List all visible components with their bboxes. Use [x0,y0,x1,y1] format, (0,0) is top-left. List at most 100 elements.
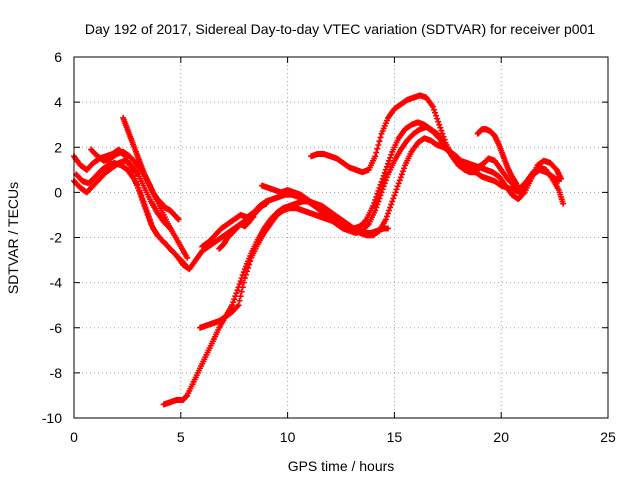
data-point [384,225,391,232]
data-point [139,195,146,202]
data-point [374,190,381,197]
data-point [373,149,380,156]
y-tick-label: -2 [50,230,63,246]
data-point [397,174,404,181]
data-point [379,175,386,182]
series-s10 [258,182,391,236]
x-tick-label: 0 [70,429,78,445]
data-point [238,288,245,295]
data-point [383,213,390,220]
data-point [236,297,243,304]
data-point [246,261,253,268]
data-point [137,189,144,196]
data-point [441,136,448,143]
data-point [233,290,240,297]
data-point [386,207,393,214]
data-point [431,109,438,116]
data-point [374,201,381,208]
data-point [245,264,252,271]
data-point [383,174,390,181]
data-point [520,190,527,197]
series-s3 [71,157,174,232]
data-point [244,268,251,275]
data-point [240,279,247,286]
data-point [386,157,393,164]
data-point [376,184,383,191]
data-point [263,200,270,207]
y-tick-label: -10 [42,410,62,426]
y-tick-label: -4 [50,275,63,291]
data-point [235,302,242,309]
data-point [377,134,384,141]
data-point [436,121,443,128]
x-axis: 0 5 10 15 20 25 [70,57,616,445]
data-point [481,160,488,167]
x-tick-label: 10 [280,429,296,445]
data-point [399,168,406,175]
data-point [184,254,191,261]
data-point [146,216,153,223]
data-point [375,141,382,148]
data-point [373,204,380,211]
data-point [375,187,382,194]
data-point [390,195,397,202]
data-point [237,293,244,300]
data-point [370,202,377,209]
data-point [372,207,379,214]
data-point [362,217,369,224]
data-point [387,204,394,211]
data-point [394,183,401,190]
data-point [384,160,391,167]
data-point [378,189,385,196]
data-point [374,145,381,152]
data-point [144,210,151,217]
x-tick-label: 20 [493,429,509,445]
x-tick-label: 5 [177,429,185,445]
data-point [138,192,145,199]
series-s9 [216,200,270,252]
chart-title: Day 192 of 2017, Sidereal Day-to-day VTE… [85,21,595,37]
y-tick-label: 4 [54,94,62,110]
data-point [433,112,440,119]
data-point [435,118,442,125]
data-point [560,200,567,207]
y-axis: -10 -8 -6 -4 -2 0 2 4 6 [42,49,608,426]
data-point [392,189,399,196]
data-point [181,260,188,267]
y-axis-label: SDTVAR / TECUs [5,182,21,294]
data-point [232,293,239,300]
data-point [236,281,243,288]
series-s4 [120,114,182,223]
data-point [387,154,394,161]
data-point [513,180,520,187]
data-point [239,284,246,291]
data-point [398,171,405,178]
y-tick-label: -6 [50,320,63,336]
data-point [378,178,385,185]
data-point [376,138,383,145]
data-point [439,130,446,137]
data-point [437,124,444,131]
data-point [381,180,388,187]
data-point [379,186,386,193]
data-point [237,278,244,285]
grid-lines [74,57,608,418]
data-point [388,201,395,208]
x-axis-label: GPS time / hours [288,458,395,474]
y-tick-label: 0 [54,184,62,200]
data-point [393,186,400,193]
data-point [143,207,150,214]
series-s5 [88,146,191,261]
data-point [372,196,379,203]
series-s2 [73,160,189,268]
data-point [230,299,237,306]
data-point [372,153,379,160]
data-point [373,193,380,200]
data-point [364,222,371,229]
data-point [234,287,241,294]
data-point [401,165,408,172]
data-point [147,219,154,226]
data-point [371,199,378,206]
data-point [380,183,387,190]
